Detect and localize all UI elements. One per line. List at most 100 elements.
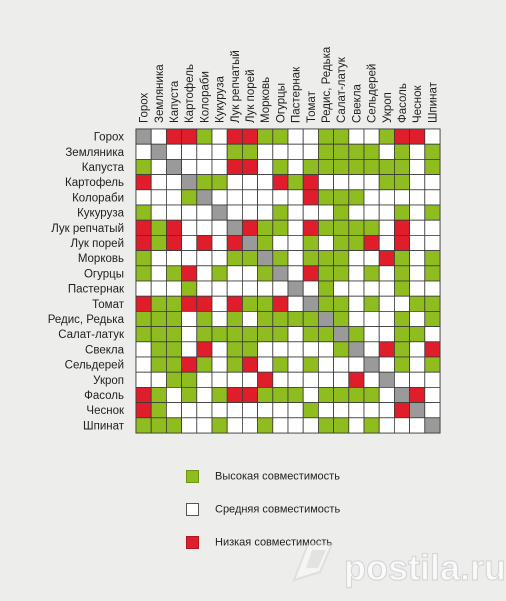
legend-item-low: Низкая совместимость: [186, 536, 332, 549]
heatmap-cell: [363, 174, 380, 191]
column-labels: Горох Земляника Капуста Картофель Колораби Ку…: [139, 46, 440, 123]
heatmap-cell: [257, 280, 274, 297]
heatmap-cell: [333, 189, 350, 206]
heatmap-cell: [333, 386, 350, 403]
heatmap-cell: [165, 386, 182, 403]
heatmap-cell: [302, 402, 319, 419]
heatmap-cell: [409, 341, 426, 358]
heatmap-cell: [409, 174, 426, 191]
heatmap-cell: [181, 128, 198, 145]
heatmap-cell: [257, 128, 274, 145]
heatmap-cell: [378, 219, 395, 236]
heatmap-cell: [393, 158, 410, 175]
heatmap-cell: [393, 143, 410, 160]
heatmap-cell: [181, 402, 198, 419]
heatmap-cell: [424, 295, 441, 312]
heatmap-cell: [150, 371, 167, 388]
heatmap-cell: [409, 265, 426, 282]
heatmap-cell: [226, 295, 243, 312]
heatmap-cell: [165, 219, 182, 236]
heatmap-cell: [226, 128, 243, 145]
heatmap-cell: [150, 219, 167, 236]
heatmap-cell: [393, 341, 410, 358]
heatmap-cell: [317, 356, 334, 373]
heatmap-cell: [378, 280, 395, 297]
heatmap-cell: [135, 265, 152, 282]
heatmap-cell: [272, 371, 289, 388]
heatmap-cell: [333, 310, 350, 327]
heatmap-cell: [226, 341, 243, 358]
heatmap-cell: [135, 310, 152, 327]
heatmap-cell: [333, 250, 350, 267]
heatmap-cell: [165, 234, 182, 251]
heatmap-cell: [196, 386, 213, 403]
heatmap-cell: [241, 204, 258, 221]
heatmap-cell: [317, 371, 334, 388]
heatmap-cell: [181, 341, 198, 358]
heatmap-cell: [241, 265, 258, 282]
heatmap-cell: [150, 189, 167, 206]
row-label: Редис, Редька: [48, 314, 125, 326]
heatmap-cell: [226, 326, 243, 343]
heatmap-cell: [287, 158, 304, 175]
heatmap-cell: [363, 402, 380, 419]
heatmap-cell: [302, 310, 319, 327]
row-label: Фасоль: [84, 390, 124, 402]
heatmap-cell: [181, 143, 198, 160]
heatmap-cell: [211, 204, 228, 221]
watermark-text: postila.ru: [344, 547, 504, 588]
heatmap-cell: [196, 295, 213, 312]
heatmap-cell: [226, 174, 243, 191]
heatmap-cell: [196, 265, 213, 282]
heatmap-cell: [424, 158, 441, 175]
heatmap-cell: [150, 386, 167, 403]
heatmap-cell: [165, 417, 182, 434]
heatmap-cell: [211, 417, 228, 434]
heatmap-cell: [287, 128, 304, 145]
row-label: Шпинат: [83, 420, 125, 432]
heatmap-cell: [302, 265, 319, 282]
heatmap-cell: [135, 234, 152, 251]
heatmap-cell: [409, 371, 426, 388]
column-label: Сельдерей: [367, 64, 379, 123]
heatmap-cell: [317, 402, 334, 419]
heatmap-cell: [348, 174, 365, 191]
heatmap-cell: [211, 219, 228, 236]
heatmap-cell: [424, 143, 441, 160]
heatmap-cell: [211, 234, 228, 251]
heatmap-cell: [257, 143, 274, 160]
heatmap-cell: [363, 265, 380, 282]
heatmap-cell: [165, 310, 182, 327]
column-label: Чеснок: [412, 84, 424, 123]
heatmap-cell: [150, 310, 167, 327]
heatmap-cell: [150, 265, 167, 282]
heatmap-cell: [393, 371, 410, 388]
heatmap-cell: [257, 326, 274, 343]
heatmap-cell: [363, 356, 380, 373]
heatmap-cell: [211, 402, 228, 419]
heatmap-cell: [226, 189, 243, 206]
heatmap-cell: [317, 265, 334, 282]
column-label: Картофель: [184, 64, 196, 123]
heatmap-cell: [241, 341, 258, 358]
heatmap-cell: [409, 417, 426, 434]
heatmap-cell: [181, 174, 198, 191]
heatmap-cell: [181, 219, 198, 236]
heatmap-cell: [393, 295, 410, 312]
heatmap-cell: [135, 386, 152, 403]
row-label: Земляника: [65, 147, 124, 159]
row-label: Лук порей: [71, 238, 125, 250]
heatmap-cell: [378, 128, 395, 145]
heatmap-cell: [317, 128, 334, 145]
heatmap-cell: [165, 128, 182, 145]
heatmap-cell: [211, 189, 228, 206]
heatmap-cell: [272, 310, 289, 327]
row-label: Огурцы: [84, 268, 124, 280]
heatmap-cell: [393, 250, 410, 267]
heatmap-cell: [363, 326, 380, 343]
column-label: Редис, Редька: [321, 46, 333, 123]
heatmap-cell: [378, 158, 395, 175]
heatmap-cell: [348, 326, 365, 343]
heatmap-cell: [317, 386, 334, 403]
heatmap-cell: [272, 250, 289, 267]
